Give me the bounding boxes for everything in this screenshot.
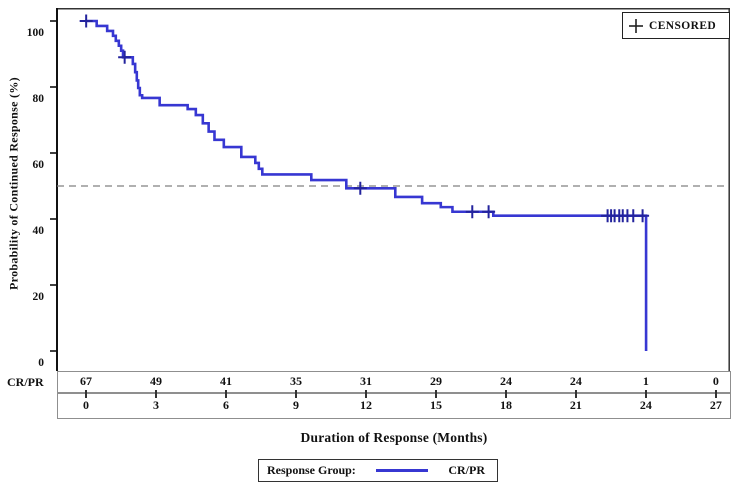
at-risk-value: 35 (289, 374, 302, 388)
y-tick-label: 0 (38, 357, 44, 369)
at-risk-value: 49 (149, 374, 162, 388)
x-tick-label: 15 (429, 398, 442, 412)
legend-series-name: CR/PR (448, 463, 485, 477)
y-tick-label: 20 (32, 291, 45, 303)
censored-legend-label: CENSORED (649, 19, 717, 32)
at-risk-value: 67 (80, 374, 92, 388)
at-risk-row-label: CR/PR (7, 374, 44, 389)
x-tick-mark (154, 390, 157, 398)
x-tick-mark (364, 390, 367, 398)
x-tick-mark (714, 390, 717, 398)
at-risk-value: 41 (219, 374, 232, 388)
x-tick-mark (85, 390, 87, 398)
censor-plus-icon (629, 18, 643, 33)
x-tick-label: 24 (639, 398, 652, 412)
at-risk-value: 0 (712, 374, 719, 388)
x-tick-label: 12 (359, 398, 372, 412)
response-group-legend: Response Group: CR/PR (258, 459, 498, 482)
at-risk-value: 29 (429, 374, 442, 388)
x-tick-label: 18 (499, 398, 512, 412)
series-line-swatch (376, 469, 429, 472)
at-risk-value: 1 (642, 374, 649, 388)
x-axis-title: Duration of Response (Months) (300, 430, 488, 445)
km-curve-plot (50, 8, 730, 371)
x-axis-tick-row: 0 3 6 9 12 15 18 21 24 27 (57, 390, 731, 419)
x-tick-mark (574, 390, 577, 398)
legend-label: Response Group: (267, 463, 356, 477)
x-tick-mark (434, 390, 437, 398)
x-tick-label: 3 (152, 398, 159, 412)
at-risk-value: 24 (569, 374, 582, 388)
at-risk-table-row: 67 49 41 35 31 29 24 24 1 0 (57, 371, 731, 393)
y-tick-label: 40 (32, 225, 45, 237)
at-risk-value: 24 (499, 374, 512, 388)
x-tick-label: 6 (222, 398, 229, 412)
x-tick-mark (644, 390, 647, 398)
y-tick-label: 80 (32, 93, 45, 105)
y-tick-label: 100 (26, 27, 44, 39)
y-tick-label: 60 (32, 159, 45, 171)
x-tick-label: 27 (709, 398, 722, 412)
x-tick-label: 21 (569, 398, 582, 412)
y-axis-tick-labels: 0 20 40 60 80 100 (0, 8, 46, 371)
at-risk-value: 31 (359, 374, 372, 388)
x-tick-mark (504, 390, 507, 398)
x-tick-label: 9 (292, 398, 299, 412)
x-tick-mark (224, 390, 227, 398)
x-tick-mark (294, 390, 297, 398)
censored-legend: CENSORED (622, 12, 730, 39)
x-tick-label: 0 (83, 398, 89, 412)
